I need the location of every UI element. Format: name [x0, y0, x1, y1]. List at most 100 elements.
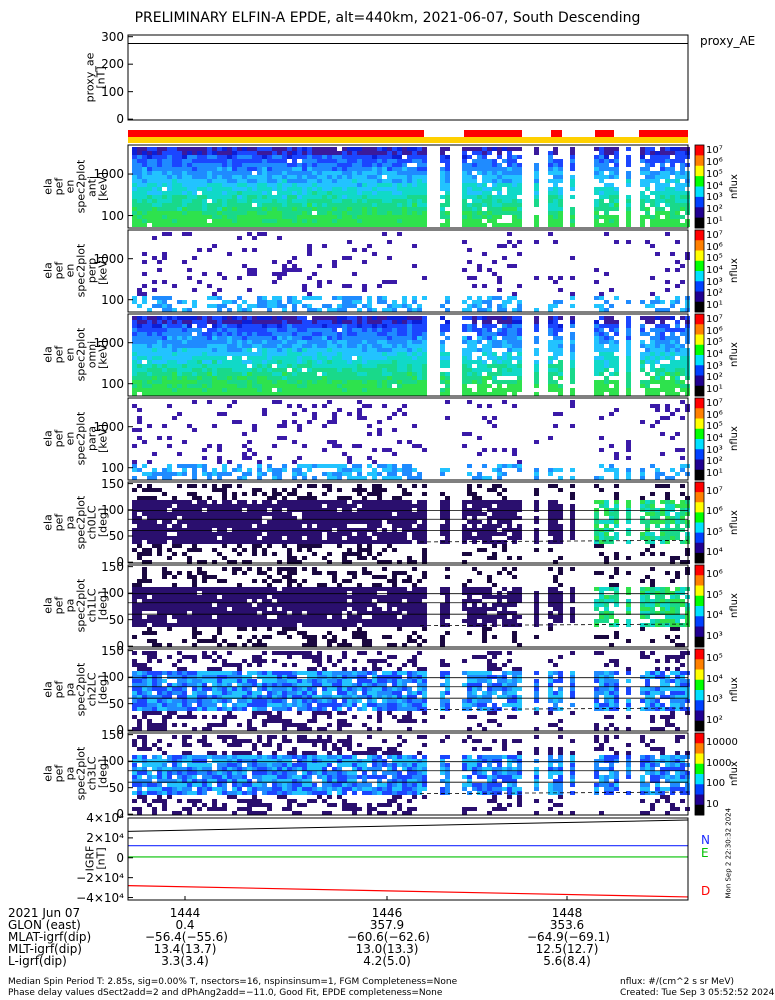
heatmap-cell	[277, 336, 282, 340]
heatmap-cell	[312, 404, 317, 408]
heatmap-cell	[147, 424, 152, 428]
heatmap-cell	[147, 540, 152, 544]
heatmap-cell	[534, 364, 539, 368]
heatmap-cell	[558, 163, 563, 167]
colorbar-frame	[694, 229, 705, 313]
heatmap-cell	[162, 356, 167, 360]
heatmap-cell	[157, 320, 162, 324]
heatmap-cell	[377, 340, 382, 344]
heatmap-cell	[477, 308, 482, 312]
heatmap-cell	[252, 151, 257, 155]
heatmap-cell	[252, 163, 257, 167]
heatmap-cell	[167, 360, 172, 364]
heatmap-cell	[287, 364, 292, 368]
heatmap-cell	[252, 384, 257, 388]
heatmap-cell	[660, 340, 665, 344]
heatmap-cell	[237, 360, 242, 364]
heatmap-cell	[402, 404, 407, 408]
colorbar-segment	[695, 469, 704, 481]
heatmap-cell	[482, 179, 487, 183]
heatmap-cell	[372, 316, 377, 320]
heatmap-cell	[272, 151, 277, 155]
heatmap-cell	[307, 520, 312, 524]
heatmap-cell	[492, 211, 497, 215]
heatmap-cell	[570, 400, 575, 404]
heatmap-cell	[462, 187, 467, 191]
heatmap-cell	[282, 304, 287, 308]
heatmap-cell	[252, 388, 257, 392]
heatmap-cell	[440, 179, 445, 183]
heatmap-cell	[152, 280, 157, 284]
heatmap-cell	[187, 223, 192, 227]
heatmap-cell	[412, 360, 417, 364]
heatmap-cell	[317, 163, 322, 167]
heatmap-cell	[142, 532, 147, 536]
heatmap-cell	[422, 348, 427, 352]
heatmap-cell	[307, 179, 312, 183]
heatmap-cell	[267, 468, 272, 472]
heatmap-cell	[277, 191, 282, 195]
heatmap-cell	[207, 284, 212, 288]
heatmap-cell	[512, 264, 517, 268]
heatmap-cell	[247, 207, 252, 211]
heatmap-cell	[599, 348, 604, 352]
heatmap-cell	[614, 195, 619, 199]
heatmap-cell	[372, 207, 377, 211]
heatmap-cell	[272, 504, 277, 508]
heatmap-cell	[402, 380, 407, 384]
heatmap-cell	[222, 332, 227, 336]
heatmap-cell	[534, 215, 539, 219]
heatmap-cell	[558, 199, 563, 203]
heatmap-cell	[297, 316, 302, 320]
heatmap-cell	[217, 532, 222, 536]
heatmap-cell	[222, 167, 227, 171]
heatmap-cell	[640, 340, 645, 344]
heatmap-cell	[297, 187, 302, 191]
heatmap-cell	[192, 344, 197, 348]
heatmap-cell	[152, 380, 157, 384]
heatmap-cell	[177, 167, 182, 171]
heatmap-cell	[342, 360, 347, 364]
heatmap-cell	[287, 504, 292, 508]
heatmap-cell	[397, 384, 402, 388]
heatmap-cell	[599, 436, 604, 440]
heatmap-cell	[534, 199, 539, 203]
heatmap-cell	[362, 504, 367, 508]
heatmap-cell	[594, 159, 599, 163]
heatmap-cell	[307, 464, 312, 468]
heatmap-cell	[307, 328, 312, 332]
heatmap-cell	[187, 151, 192, 155]
heatmap-cell	[142, 356, 147, 360]
heatmap-cell	[307, 304, 312, 308]
heatmap-cell	[472, 203, 477, 207]
heatmap-cell	[548, 304, 553, 308]
heatmap-cell	[312, 500, 317, 504]
heatmap-cell	[182, 388, 187, 392]
heatmap-cell	[517, 147, 522, 151]
heatmap-cell	[599, 223, 604, 227]
heatmap-cell	[675, 336, 680, 340]
heatmap-cell	[177, 316, 182, 320]
heatmap-cell	[367, 179, 372, 183]
heatmap-cell	[507, 163, 512, 167]
heatmap-cell	[377, 223, 382, 227]
heatmap-cell	[655, 252, 660, 256]
heatmap-cell	[570, 215, 575, 219]
heatmap-cell	[177, 147, 182, 151]
heatmap-cell	[262, 183, 267, 187]
heatmap-cell	[655, 368, 660, 372]
heatmap-cell	[497, 276, 502, 280]
heatmap-cell	[297, 532, 302, 536]
heatmap-cell	[640, 203, 645, 207]
heatmap-cell	[372, 504, 377, 508]
heatmap-cell	[352, 476, 357, 480]
heatmap-cell	[152, 203, 157, 207]
heatmap-cell	[680, 308, 685, 312]
heatmap-cell	[347, 256, 352, 260]
heatmap-cell	[237, 171, 242, 175]
heatmap-cell	[609, 340, 614, 344]
heatmap-cell	[287, 392, 292, 396]
heatmap-cell	[132, 356, 137, 360]
heatmap-cell	[277, 207, 282, 211]
heatmap-cell	[257, 163, 262, 167]
